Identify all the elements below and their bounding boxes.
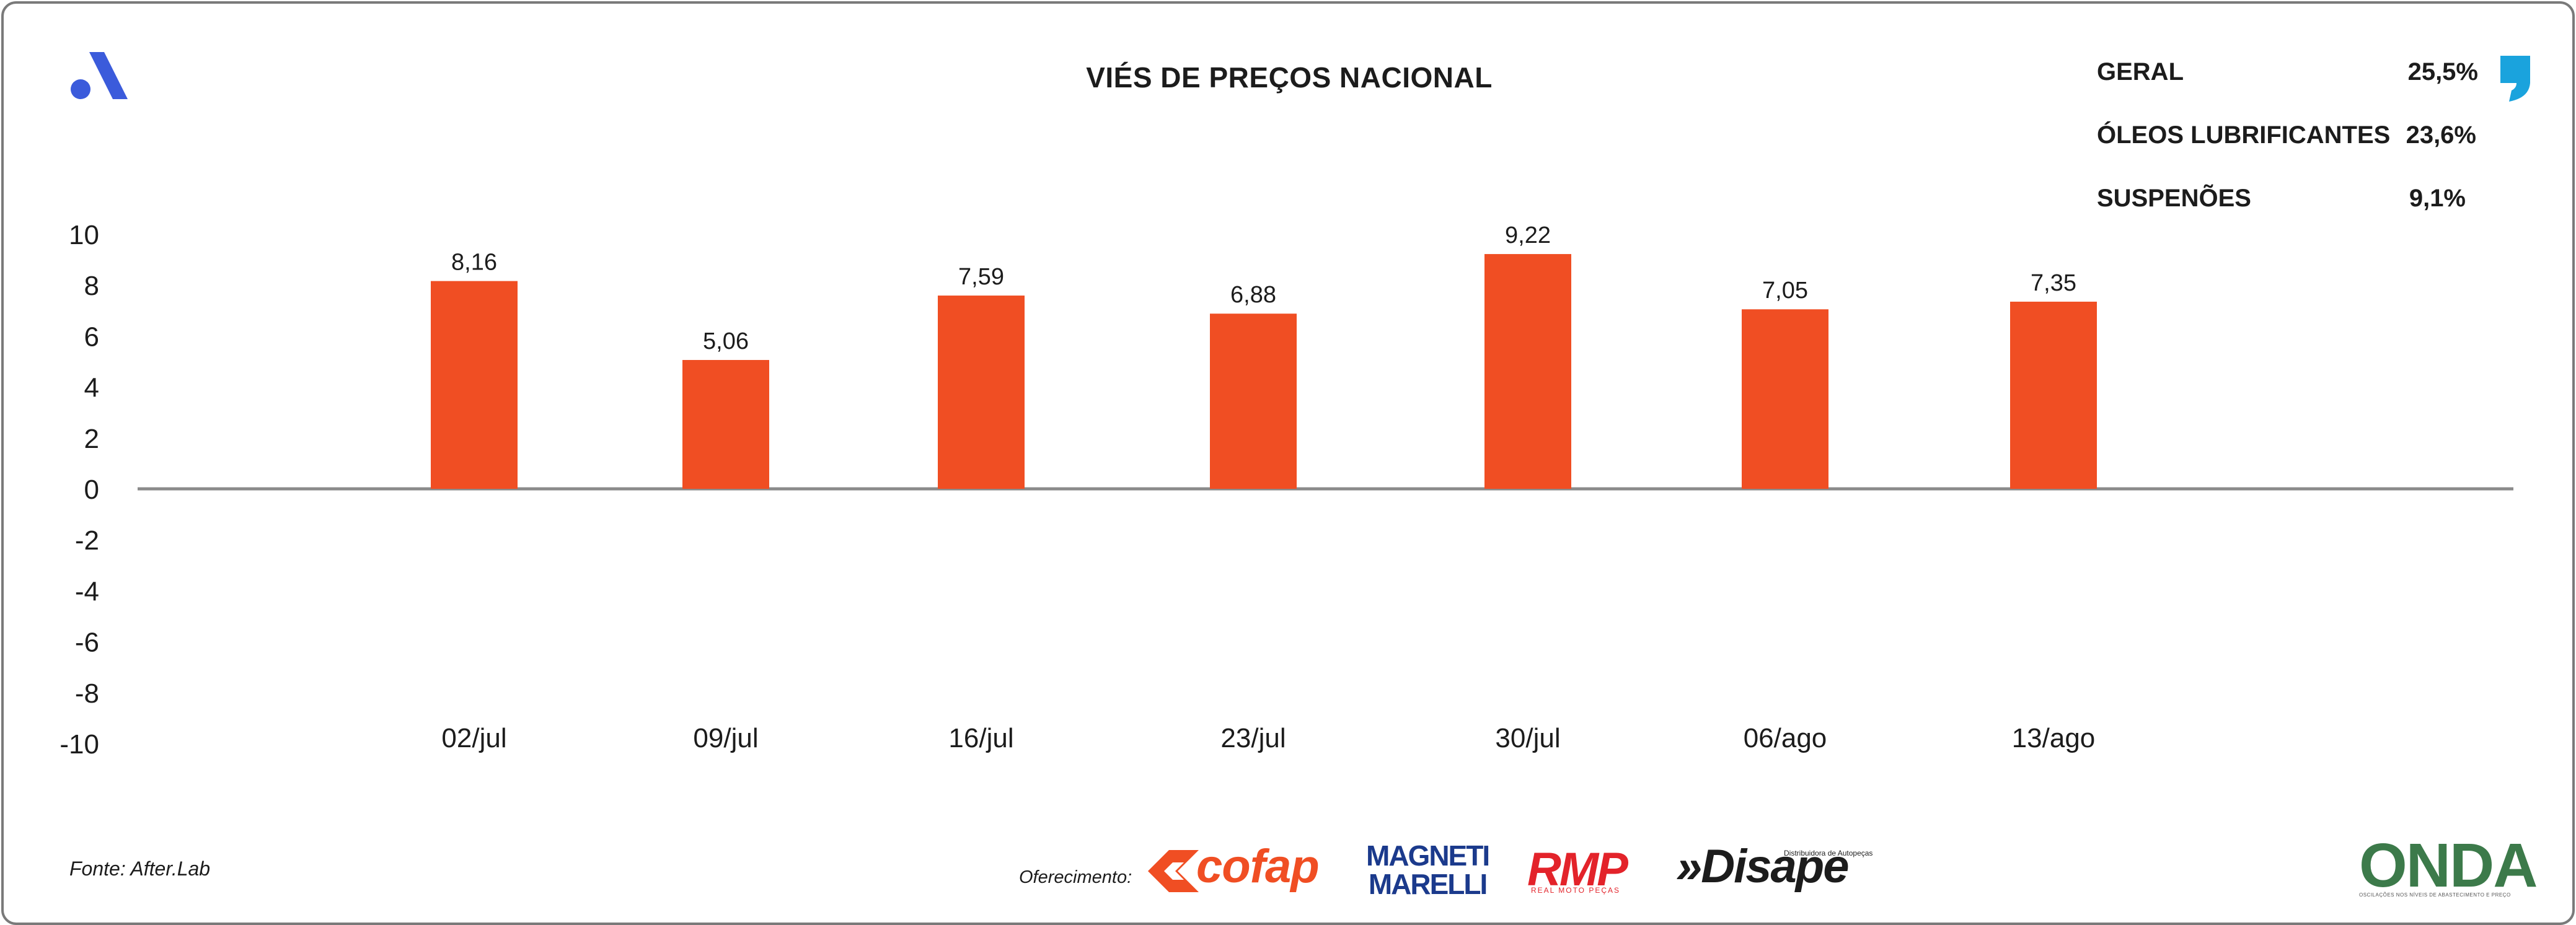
bar-09-jul — [682, 360, 769, 489]
y-tick-label: 10 — [69, 220, 99, 250]
quote-mark-icon — [2500, 56, 2530, 102]
data-label: 8,16 — [451, 250, 497, 276]
y-tick-label: 6 — [84, 322, 99, 352]
y-tick-label: -6 — [75, 628, 99, 658]
x-tick-label: 06/ago — [1744, 723, 1827, 753]
source-note: Fonte: After.Lab — [69, 857, 211, 880]
magneti-line2: MARELLI — [1368, 868, 1488, 900]
chart-title: VIÉS DE PREÇOS NACIONAL — [1086, 61, 1493, 94]
x-tick-label: 30/jul — [1495, 723, 1560, 753]
y-tick-label: 8 — [84, 271, 99, 301]
y-tick-label: 4 — [84, 373, 99, 403]
cofap-chevron-icon — [1148, 850, 1199, 892]
x-tick-label: 02/jul — [441, 723, 506, 753]
y-tick-label: -4 — [75, 576, 99, 607]
x-tick-label: 09/jul — [693, 723, 758, 753]
stat-label-geral: GERAL — [2097, 58, 2184, 85]
sponsor-label: Oferecimento: — [1019, 867, 1132, 887]
magneti-marelli-logo: MAGNETI MARELLI — [1366, 840, 1490, 900]
cofap-logo: cofap — [1196, 840, 1320, 893]
data-label: 7,05 — [1762, 278, 1808, 304]
bar-13-ago — [2010, 301, 2097, 489]
onda-subtitle: OSCILAÇÕES NOS NÍVEIS DE ABASTECIMENTO E… — [2359, 892, 2511, 898]
x-tick-label: 16/jul — [948, 723, 1013, 753]
magneti-line1: MAGNETI — [1366, 840, 1490, 872]
y-tick-label: 2 — [84, 424, 99, 454]
stat-label-oleos: ÓLEOS LUBRIFICANTES — [2097, 121, 2391, 149]
data-label: 7,35 — [2031, 270, 2076, 296]
rmp-subtitle: REAL MOTO PEÇAS — [1531, 886, 1621, 895]
stat-value-oleos: 23,6% — [2406, 121, 2476, 149]
x-tick-label: 13/ago — [2012, 723, 2096, 753]
y-tick-label: -8 — [75, 678, 99, 709]
bar-16-jul — [938, 296, 1025, 489]
bar-02-jul — [431, 281, 518, 489]
stat-value-suspensoes: 9,1% — [2409, 185, 2466, 212]
data-label: 7,59 — [958, 264, 1004, 290]
rmp-logo: RMP — [1527, 843, 1628, 896]
stat-value-geral: 25,5% — [2407, 58, 2478, 85]
y-tick-label: -10 — [60, 729, 99, 760]
data-label: 9,22 — [1505, 222, 1551, 248]
brand-logo-icon — [71, 52, 128, 99]
y-tick-label: 0 — [84, 475, 99, 505]
y-tick-label: -2 — [75, 525, 99, 556]
bar-23-jul — [1210, 313, 1297, 489]
x-tick-label: 23/jul — [1220, 723, 1286, 753]
stat-label-suspensoes: SUSPENÕES — [2097, 185, 2251, 212]
bar-30-jul — [1484, 254, 1571, 489]
disape-subtitle: Distribuidora de Autopeças — [1784, 849, 1873, 857]
onda-logo: ONDA — [2359, 831, 2538, 900]
data-label: 5,06 — [703, 328, 749, 354]
bar-06-ago — [1742, 309, 1828, 489]
data-label: 6,88 — [1230, 282, 1276, 308]
disape-logo: »Disape — [1676, 840, 1849, 893]
